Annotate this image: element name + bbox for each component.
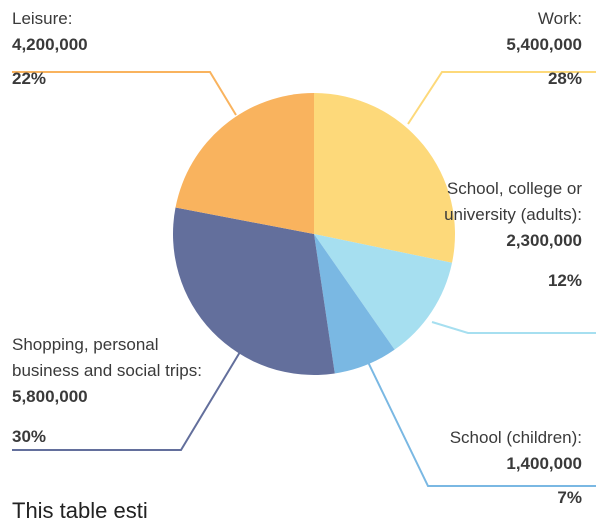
label-school-adults-name: School, college or university (adults): [444, 179, 582, 224]
pie-slices [172, 93, 455, 375]
label-leisure: Leisure: 4,200,000 22% [12, 6, 88, 92]
label-work-value: 5,400,000 [506, 35, 582, 54]
label-work-name: Work: [537, 9, 582, 28]
label-school-adults-percent: 12% [547, 271, 582, 290]
label-shopping-percent: 30% [12, 427, 47, 446]
label-work-percent: 28% [547, 69, 582, 88]
label-leisure-name: Leisure: [12, 9, 73, 28]
leader-line-shopping [12, 351, 241, 451]
label-school-adults-value: 2,300,000 [506, 231, 582, 250]
footer-text: This table esti [12, 498, 148, 523]
label-school-adults: School, college or university (adults): … [422, 176, 582, 294]
label-work: Work: 5,400,000 28% [506, 6, 582, 92]
label-school-children: School (children): 1,400,000 7% [450, 425, 582, 511]
leader-line-work [407, 71, 596, 125]
label-shopping-value: 5,800,000 [12, 387, 88, 406]
label-school-children-value: 1,400,000 [506, 454, 582, 473]
pie-slice-school-children [314, 234, 395, 374]
pie-slice-shopping [172, 207, 335, 375]
leader-line-school-adults [431, 321, 596, 334]
label-shopping-name: Shopping, personal business and social t… [12, 335, 202, 380]
leader-lines [12, 71, 596, 487]
pie-slice-school-adults [314, 234, 453, 350]
pie-slice-leisure [175, 93, 314, 234]
label-school-children-percent: 7% [557, 488, 582, 507]
label-leisure-percent: 22% [12, 69, 47, 88]
label-shopping: Shopping, personal business and social t… [12, 332, 202, 450]
label-school-children-name: School (children): [449, 428, 582, 447]
leader-line-school-children [367, 361, 596, 487]
pie-slice-work [314, 93, 455, 263]
label-leisure-value: 4,200,000 [12, 35, 88, 54]
leader-line-leisure [12, 71, 237, 116]
